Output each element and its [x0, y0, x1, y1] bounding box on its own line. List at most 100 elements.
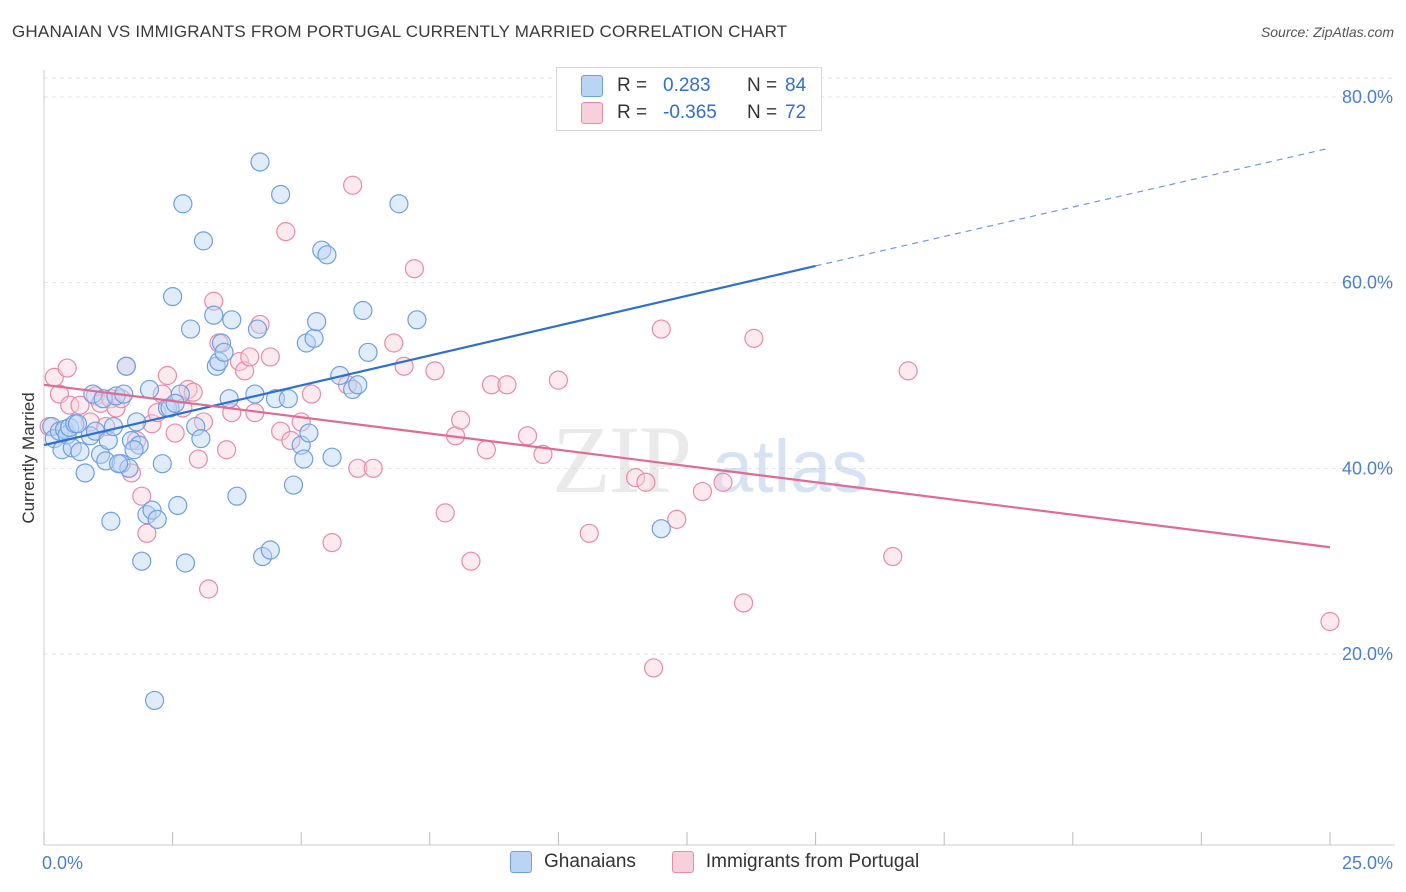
data-point-ghanaians: [219, 389, 239, 409]
data-point-portugal: [363, 458, 383, 478]
data-point-ghanaians: [152, 454, 172, 474]
data-point-portugal: [497, 375, 517, 395]
data-point-portugal: [579, 523, 599, 543]
data-point-ghanaians: [173, 194, 193, 214]
data-point-portugal: [517, 426, 538, 446]
data-point-ghanaians: [291, 435, 311, 455]
x-tick-label: 25.0%: [1342, 853, 1393, 873]
data-point-portugal: [260, 347, 280, 367]
data-point-portugal: [70, 395, 90, 415]
y-tick-label: 20.0%: [1342, 644, 1393, 664]
chart-title: GHANAIAN VS IMMIGRANTS FROM PORTUGAL CUR…: [12, 22, 788, 41]
data-point-ghanaians: [304, 328, 324, 348]
series-legend: Ghanaians Immigrants from Portugal: [510, 851, 955, 873]
legend-swatch-portugal: [581, 102, 603, 124]
data-point-portugal: [883, 546, 903, 567]
series-ghanaians-points: [42, 152, 671, 711]
data-point-ghanaians: [227, 486, 247, 506]
data-point-ghanaians: [108, 454, 129, 474]
series-portugal-points: [39, 175, 1340, 678]
data-point-ghanaians: [139, 379, 160, 400]
data-point-ghanaians: [124, 440, 144, 460]
data-point-ghanaians: [101, 511, 121, 531]
data-point-ghanaians: [260, 540, 280, 560]
trend-line-portugal: [43, 383, 1331, 549]
watermark: ZIP atlas: [552, 406, 868, 513]
data-point-portugal: [204, 291, 224, 311]
legend-item-ghanaians: Ghanaians: [510, 851, 636, 873]
data-point-ghanaians: [317, 245, 337, 265]
data-point-ghanaians: [132, 551, 152, 571]
data-point-portugal: [898, 361, 918, 381]
data-point-ghanaians: [163, 286, 183, 307]
data-point-portugal: [625, 468, 646, 488]
data-point-portugal: [60, 395, 80, 415]
trend-lines: [43, 147, 1331, 549]
data-point-ghanaians: [250, 152, 270, 172]
data-point-portugal: [188, 449, 208, 469]
data-point-ghanaians: [142, 500, 162, 520]
data-point-portugal: [451, 410, 471, 430]
source-label: Source: ZipAtlas.com: [1260, 24, 1394, 40]
data-point-ghanaians: [209, 351, 229, 372]
data-point-ghanaians: [193, 231, 214, 251]
data-point-portugal: [548, 370, 569, 390]
data-point-portugal: [481, 375, 502, 395]
data-point-portugal: [667, 509, 687, 529]
data-point-portugal: [157, 365, 178, 386]
watermark-atlas: atlas: [712, 425, 868, 508]
legend-row-ghanaians: R = 0.283 N = 84: [581, 73, 806, 99]
legend-item-portugal: Immigrants from Portugal: [671, 851, 920, 873]
data-point-portugal: [384, 333, 404, 353]
y-axis-label: Currently Married: [19, 392, 38, 523]
data-point-ghanaians: [322, 447, 342, 467]
axes: [43, 70, 1395, 846]
data-point-ghanaians: [389, 194, 409, 214]
data-point-ghanaians: [278, 389, 298, 409]
data-point-portugal: [217, 440, 237, 460]
data-point-ghanaians: [147, 509, 167, 529]
legend-n-value: 84: [785, 75, 807, 96]
data-point-ghanaians: [119, 458, 139, 478]
data-point-portugal: [240, 347, 260, 367]
data-point-portugal: [301, 384, 322, 404]
data-point-ghanaians: [116, 356, 136, 376]
axis-labels: 20.0% 40.0% 60.0% 80.0% 0.0% 25.0% Currently M…: [19, 87, 1393, 873]
y-tick-label: 40.0%: [1342, 458, 1393, 478]
trend-line-ghanaians: [43, 264, 816, 447]
data-point-portugal: [651, 319, 671, 339]
data-point-portugal: [348, 458, 368, 478]
legend-r-label: R =: [617, 102, 648, 123]
legend-label-ghanaians: Ghanaians: [544, 851, 636, 872]
data-point-ghanaians: [307, 312, 327, 332]
legend-r-value: 0.283: [663, 75, 711, 96]
data-point-portugal: [435, 503, 455, 523]
data-point-ghanaians: [168, 495, 188, 516]
data-point-ghanaians: [181, 319, 201, 339]
data-point-portugal: [533, 444, 553, 465]
data-point-portugal: [281, 430, 301, 451]
legend-swatch-ghanaians: [510, 851, 532, 873]
data-point-ghanaians: [407, 310, 427, 330]
data-point-ghanaians: [214, 342, 234, 362]
legend-r-label: R =: [617, 75, 648, 96]
legend-n-value: 72: [785, 102, 807, 123]
data-point-portugal: [132, 486, 152, 506]
data-point-ghanaians: [204, 305, 224, 325]
data-point-ghanaians: [191, 429, 211, 449]
data-point-portugal: [57, 358, 77, 378]
legend-n-label: N =: [747, 102, 778, 123]
data-point-portugal: [199, 579, 219, 599]
data-point-portugal: [744, 328, 764, 348]
data-point-ghanaians: [358, 342, 378, 362]
data-point-portugal: [733, 593, 754, 613]
legend-label-portugal: Immigrants from Portugal: [705, 851, 920, 872]
data-point-portugal: [461, 551, 481, 571]
data-point-ghanaians: [70, 442, 90, 462]
data-point-ghanaians: [651, 519, 671, 539]
y-tick-label: 60.0%: [1342, 273, 1393, 293]
data-point-portugal: [276, 222, 296, 242]
data-point-ghanaians: [165, 393, 185, 413]
data-point-portugal: [636, 472, 656, 492]
correlation-legend: R = 0.283 N = 84 R = -0.365 N = 72: [556, 67, 822, 131]
